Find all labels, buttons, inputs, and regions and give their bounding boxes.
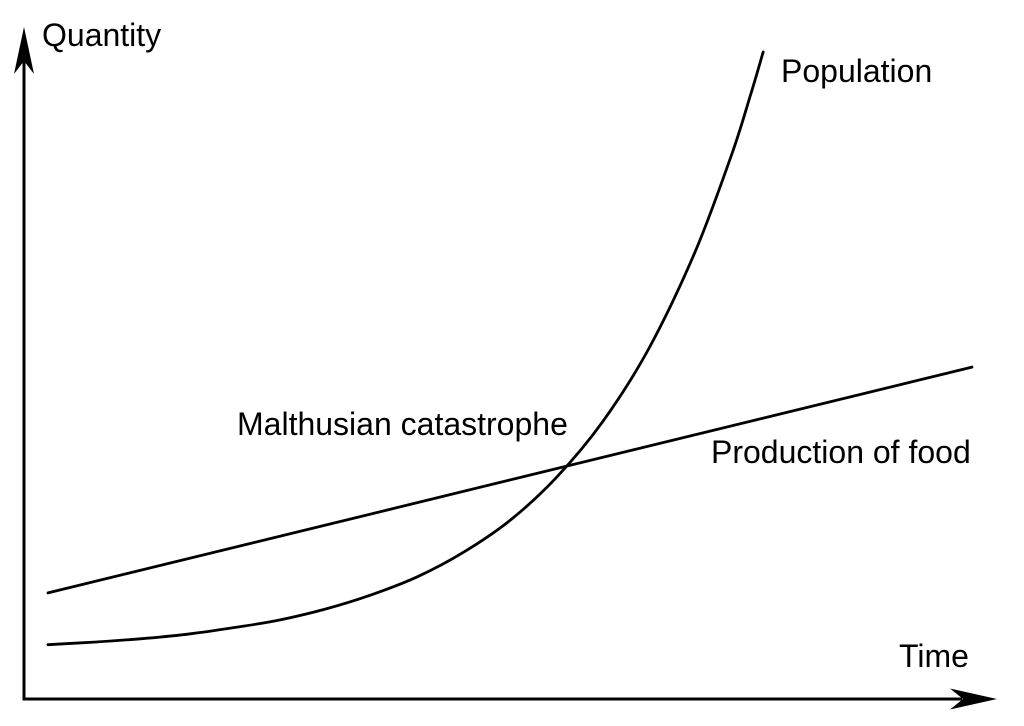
malthusian-catastrophe-annotation: Malthusian catastrophe — [237, 406, 568, 442]
y-axis-label: Quantity — [42, 17, 162, 53]
y-axis-arrowhead — [14, 27, 34, 74]
x-axis-label: Time — [899, 638, 969, 674]
population-series-label: Population — [781, 53, 933, 89]
food-production-series-label: Production of food — [711, 434, 971, 470]
x-axis-arrowhead — [950, 688, 997, 710]
food-production-curve — [46, 365, 974, 595]
population-curve — [46, 50, 765, 647]
